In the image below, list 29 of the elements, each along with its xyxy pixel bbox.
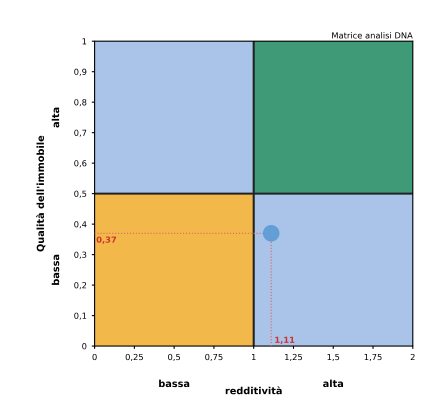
y-tick-label: 0 — [82, 343, 86, 350]
y-tick-label: 0,4 — [74, 221, 86, 228]
text: alta — [52, 108, 60, 128]
y-tick-label: 1 — [82, 38, 86, 44]
x-tick-label: 1,5 — [328, 354, 340, 362]
text: bassa — [52, 254, 60, 285]
text: alta — [323, 380, 344, 388]
y-tick-label: 0,1 — [74, 312, 86, 320]
y-tick-label: 0,5 — [74, 190, 86, 198]
y-tick-label: 0,8 — [74, 99, 86, 106]
y-tick-label: 0,9 — [74, 68, 86, 76]
x-axis-title: redditività — [226, 386, 282, 394]
y-tick-label: 0,2 — [74, 282, 86, 290]
y-tick-label: 0,6 — [74, 160, 86, 168]
annotation: 1,11 — [275, 336, 294, 344]
annotation: 0,37 — [96, 236, 116, 244]
y-tick-label: 0,7 — [74, 130, 86, 137]
chart-title: Matrice analisi DNA — [332, 32, 413, 39]
x-tick-label: 0,75 — [205, 354, 222, 362]
text: bassa — [159, 380, 190, 388]
y-axis-title: Qualità dell'immobile — [36, 136, 46, 252]
x-tick-label: 0,25 — [126, 354, 143, 362]
x-tick-label: 1 — [252, 354, 256, 360]
x-tick-label: 0,5 — [168, 354, 180, 362]
x-tick-label: 2 — [410, 354, 415, 360]
x-tick-label: 1,75 — [364, 354, 382, 362]
x-tick-label: 0 — [92, 354, 97, 360]
y-tick-label: 0,3 — [74, 252, 86, 259]
x-tick-label: 1,25 — [285, 354, 302, 362]
